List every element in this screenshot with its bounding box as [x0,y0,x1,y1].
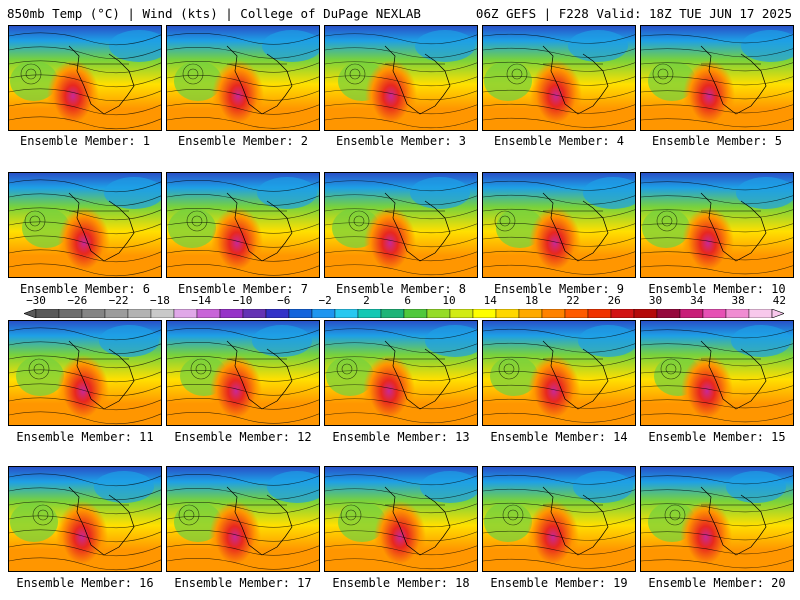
ensemble-map [640,320,794,426]
colorbar-segment [679,309,704,318]
colorbar-segment [610,309,635,318]
ensemble-map [324,25,478,131]
ensemble-member-label: Ensemble Member: 4 [493,134,625,148]
colorbar-tick-label: 14 [483,294,497,307]
ensemble-member-label: Ensemble Member: 15 [648,430,786,444]
ensemble-map [482,25,636,131]
colorbar-tick-label: 34 [690,294,704,307]
colorbar-tick-label: 10 [442,294,456,307]
ensemble-map [8,172,162,278]
ensemble-member-label: Ensemble Member: 14 [490,430,628,444]
colorbar-tick-label: −22 [108,294,129,307]
ensemble-map [482,466,636,572]
ensemble-map [324,172,478,278]
colorbar-segment [288,309,313,318]
colorbar-segment [357,309,382,318]
ensemble-map [640,172,794,278]
ensemble-map [166,25,320,131]
colorbar-tick-label: −14 [191,294,212,307]
colorbar-segment [564,309,589,318]
ensemble-member-label: Ensemble Member: 2 [177,134,309,148]
ensemble-map [166,172,320,278]
colorbar-tick-label: 30 [648,294,663,307]
ensemble-map [324,320,478,426]
ensemble-member-label: Ensemble Member: 6 [19,282,151,296]
colorbar-segment [58,309,83,318]
ensemble-map [482,320,636,426]
ensemble-map [640,466,794,572]
colorbar-segment [587,309,612,318]
colorbar-segment [403,309,428,318]
colorbar-tick-label: 26 [607,294,621,307]
colorbar-tick-label: 18 [524,294,539,307]
colorbar-segment [702,309,727,318]
ensemble-member-label: Ensemble Member: 18 [332,576,470,590]
colorbar-segment [656,309,681,318]
colorbar-tick-label: −30 [26,294,46,307]
ensemble-map [166,320,320,426]
ensemble-map [324,466,478,572]
colorbar-segment [748,309,773,318]
colorbar-segment [196,309,221,318]
ensemble-member-label: Ensemble Member: 13 [332,430,470,444]
ensemble-member-label: Ensemble Member: 11 [16,430,154,444]
ensemble-member-label: Ensemble Member: 8 [335,282,467,296]
colorbar-segment [633,309,658,318]
ensemble-map [166,466,320,572]
colorbar-segment [242,309,267,318]
ensemble-map [8,25,162,131]
colorbar-segment [265,309,290,318]
colorbar-tick-label: 42 [772,294,787,307]
ensemble-member-label: Ensemble Member: 12 [174,430,312,444]
ensemble-map [8,320,162,426]
ensemble-member-label: Ensemble Member: 3 [335,134,467,148]
colorbar-tick-label: −2 [318,294,332,307]
colorbar-tick-label: −26 [67,294,88,307]
colorbar-tick-label: 2 [363,294,370,307]
header-title-left: 850mb Temp (°C) | Wind (kts) | College o… [7,6,421,21]
colorbar-segment [725,309,750,318]
ensemble-member-label: Ensemble Member: 19 [490,576,628,590]
ensemble-member-label: Ensemble Member: 10 [648,282,786,296]
ensemble-member-label: Ensemble Member: 17 [174,576,312,590]
colorbar-segment [472,309,497,318]
colorbar-segment [81,309,106,318]
ensemble-member-label: Ensemble Member: 5 [651,134,783,148]
colorbar-segment [380,309,405,318]
colorbar-tick-label: −10 [232,294,253,307]
ensemble-member-label: Ensemble Member: 9 [493,282,625,296]
colorbar-segment [495,309,520,318]
colorbar-arrow-right [771,309,784,318]
colorbar-tick-label: 6 [404,294,411,307]
colorbar-segment [127,309,152,318]
colorbar-segment [219,309,244,318]
colorbar-tick-label: −18 [149,294,170,307]
ensemble-member-label: Ensemble Member: 7 [177,282,309,296]
ensemble-map [640,25,794,131]
colorbar-segment [518,309,543,318]
colorbar-arrow-left [24,309,37,318]
ensemble-map [482,172,636,278]
colorbar-segment [150,309,175,318]
ensemble-member-label: Ensemble Member: 1 [19,134,151,148]
colorbar-tick-label: −6 [277,294,291,307]
colorbar-segment [426,309,451,318]
colorbar-segment [311,309,336,318]
colorbar-segment [541,309,566,318]
colorbar-tick-label: 38 [731,294,745,307]
colorbar-segment [173,309,198,318]
temperature-colorbar [24,309,784,318]
colorbar-labels: −30 −26 −22 −18 −14 −10 −6 −2 2 6 10 14 18 22 26 30 34 38… [0,294,800,308]
colorbar-segment [104,309,129,318]
colorbar-tick-label: 22 [566,294,580,307]
colorbar-segment [35,309,60,318]
colorbar-segment [334,309,359,318]
header-run-info: 06Z GEFS | F228 Valid: 18Z TUE JUN 17 20… [475,6,792,21]
ensemble-map [8,466,162,572]
colorbar-segment [449,309,474,318]
ensemble-member-label: Ensemble Member: 20 [648,576,786,590]
ensemble-member-label: Ensemble Member: 16 [16,576,154,590]
